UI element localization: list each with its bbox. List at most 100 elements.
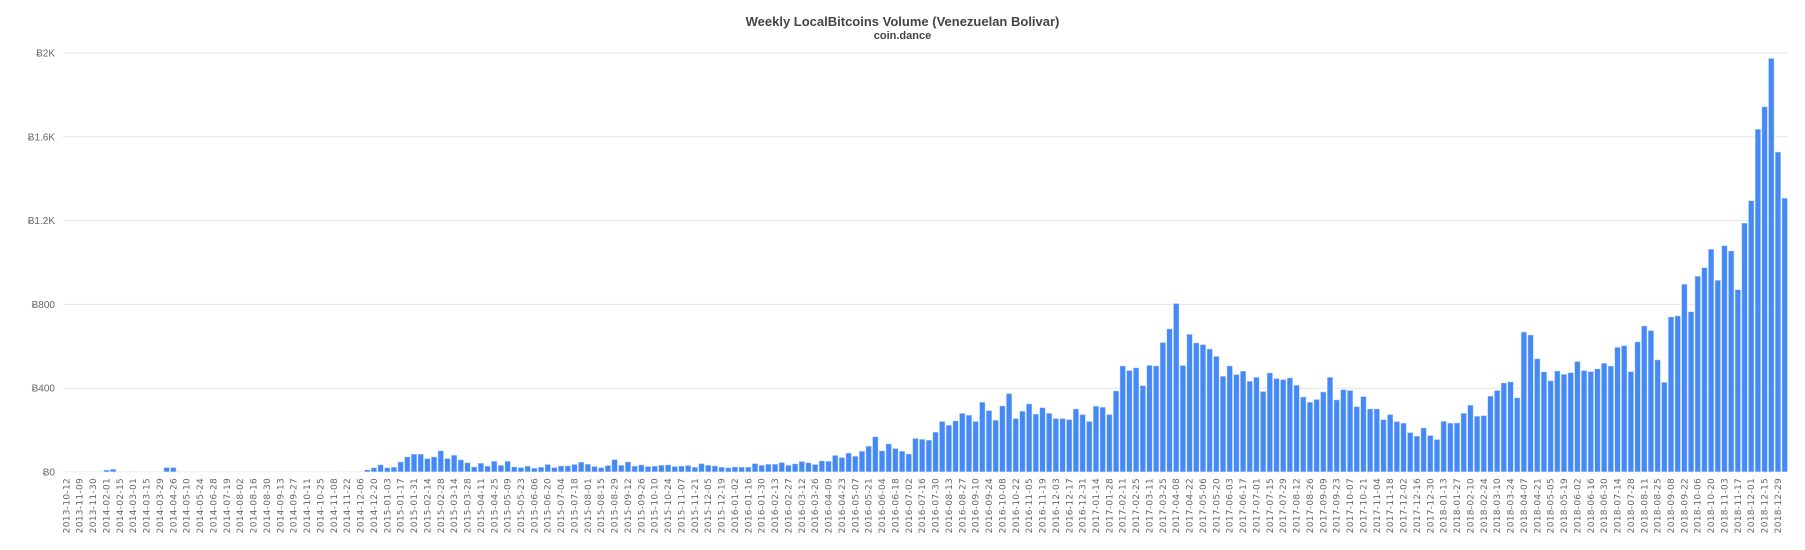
bar[interactable]: 2016-08-13: 224 bbox=[945, 424, 953, 473]
bar[interactable]: 2018-10-20: 1064 bbox=[1707, 248, 1715, 473]
bar[interactable]: 2015-07-04: 30 bbox=[557, 465, 565, 473]
bar[interactable]: 2015-02-14: 65 bbox=[423, 457, 431, 473]
bar[interactable]: 2017-08-19: 359 bbox=[1299, 396, 1307, 473]
bar[interactable]: 2015-07-11: 30 bbox=[564, 465, 572, 473]
bar[interactable]: 2015-07-18: 37 bbox=[571, 463, 578, 473]
bar[interactable]: 2018-06-16: 480 bbox=[1587, 370, 1595, 473]
bar[interactable]: 2017-08-05: 450 bbox=[1286, 377, 1294, 473]
bar[interactable]: 2015-02-21: 73 bbox=[430, 456, 438, 473]
bar[interactable]: 2014-08-23: 2 bbox=[256, 470, 264, 473]
bar[interactable]: 2018-06-30: 520 bbox=[1600, 362, 1608, 473]
bar[interactable]: 2017-05-06: 609 bbox=[1199, 343, 1207, 473]
bar[interactable]: 2015-07-25: 48 bbox=[577, 461, 585, 473]
bar[interactable]: 2017-07-01: 453 bbox=[1253, 376, 1260, 473]
bar[interactable]: 2017-11-18: 275 bbox=[1386, 413, 1394, 473]
bar[interactable]: 2016-01-30: 33 bbox=[758, 464, 766, 473]
bar[interactable]: 2015-11-21: 24 bbox=[691, 466, 699, 473]
bar[interactable]: 2017-01-07: 242 bbox=[1085, 420, 1093, 473]
bar[interactable]: 2015-05-02: 33 bbox=[497, 464, 505, 473]
bar[interactable]: 2018-08-25: 536 bbox=[1654, 359, 1662, 473]
bar[interactable]: 2017-01-28: 275 bbox=[1105, 413, 1113, 473]
bar[interactable]: 2017-08-12: 415 bbox=[1293, 384, 1301, 473]
bar[interactable]: 2018-03-17: 426 bbox=[1500, 382, 1508, 473]
bar[interactable]: 2018-06-02: 528 bbox=[1573, 360, 1581, 473]
bar[interactable]: 2014-10-11: 2 bbox=[303, 470, 311, 473]
bar[interactable]: 2016-11-26: 281 bbox=[1045, 412, 1053, 473]
bar[interactable]: 2016-03-12: 51 bbox=[798, 460, 806, 473]
bar[interactable]: 2014-07-26: 2 bbox=[230, 470, 237, 473]
bar[interactable]: 2016-12-03: 256 bbox=[1052, 417, 1060, 473]
bar[interactable]: 2018-01-06: 156 bbox=[1433, 438, 1441, 473]
bar[interactable]: 2018-09-01: 429 bbox=[1660, 381, 1668, 473]
bar[interactable]: 2017-07-15: 474 bbox=[1266, 372, 1274, 473]
bar[interactable]: 2014-03-08: 2 bbox=[136, 470, 144, 473]
bar[interactable]: 2014-01-25: 3 bbox=[96, 470, 104, 473]
bar[interactable]: 2017-05-13: 588 bbox=[1206, 348, 1214, 473]
bar[interactable]: 2013-10-12: 0.5 bbox=[62, 470, 70, 473]
bar[interactable]: 2016-02-27: 33 bbox=[784, 464, 792, 473]
bar[interactable]: 2018-08-11: 698 bbox=[1640, 325, 1648, 473]
bar[interactable]: 2018-12-22: 1975 bbox=[1767, 57, 1775, 473]
bar[interactable]: 2015-09-05: 33 bbox=[617, 464, 625, 473]
bar[interactable]: 2018-09-29: 766 bbox=[1687, 311, 1695, 473]
bar[interactable]: 2018-11-17: 871 bbox=[1734, 289, 1742, 473]
bar[interactable]: 2016-02-20: 46 bbox=[778, 461, 786, 473]
bar[interactable]: 2015-01-10: 24 bbox=[390, 466, 398, 473]
bar[interactable]: 2017-08-26: 334 bbox=[1306, 401, 1314, 473]
bar[interactable]: 2018-07-28: 480 bbox=[1627, 370, 1635, 473]
bar[interactable]: 2018-11-10: 1056 bbox=[1727, 250, 1735, 473]
bar[interactable]: 2016-10-08: 316 bbox=[998, 405, 1006, 473]
bar[interactable]: 2017-09-30: 394 bbox=[1339, 388, 1347, 473]
bar[interactable]: 2016-10-29: 291 bbox=[1019, 410, 1026, 473]
bar[interactable]: 2014-02-08: 14 bbox=[109, 468, 117, 473]
bar[interactable]: 2017-04-01: 684 bbox=[1166, 328, 1173, 473]
bar[interactable]: 2014-05-10: 3 bbox=[183, 470, 191, 473]
bar[interactable]: 2016-09-24: 294 bbox=[985, 409, 993, 473]
bar[interactable]: 2017-07-29: 442 bbox=[1279, 378, 1287, 473]
bar[interactable]: 2017-02-04: 388 bbox=[1112, 390, 1120, 473]
bar[interactable]: 2013-11-30: 0.5 bbox=[89, 470, 97, 473]
bar[interactable]: 2017-09-16: 453 bbox=[1326, 376, 1334, 473]
bar[interactable]: 2017-12-09: 189 bbox=[1406, 431, 1414, 473]
bar[interactable]: 2017-03-25: 619 bbox=[1159, 341, 1167, 473]
bar[interactable]: 2015-01-24: 73 bbox=[403, 456, 411, 473]
bar[interactable]: 2013-11-09: 0.5 bbox=[76, 470, 84, 473]
bar[interactable]: 2018-05-05: 436 bbox=[1547, 380, 1555, 473]
bar[interactable]: 2014-08-30: 2 bbox=[263, 470, 271, 473]
bar[interactable]: 2017-10-07: 390 bbox=[1346, 389, 1354, 473]
bar[interactable]: 2014-02-22: 3 bbox=[123, 470, 130, 473]
bar[interactable]: 2015-11-14: 32 bbox=[684, 464, 692, 473]
bar[interactable]: 2016-08-20: 245 bbox=[952, 420, 960, 473]
bar[interactable]: 2018-10-13: 976 bbox=[1700, 267, 1708, 473]
bar[interactable]: 2018-12-15: 1744 bbox=[1761, 106, 1769, 473]
bar[interactable]: 2015-10-24: 35 bbox=[664, 464, 672, 473]
bar[interactable]: 2017-04-22: 658 bbox=[1186, 333, 1194, 473]
bar[interactable]: 2014-09-20: 2 bbox=[283, 470, 291, 473]
bar[interactable]: 2014-03-01: 4 bbox=[129, 470, 137, 473]
bar[interactable]: 2017-07-08: 385 bbox=[1259, 390, 1267, 473]
bar[interactable]: 2014-05-17: 0.5 bbox=[189, 470, 197, 473]
bar[interactable]: 2017-12-02: 234 bbox=[1400, 422, 1407, 473]
bar[interactable]: 2015-05-23: 22 bbox=[517, 466, 525, 473]
bar[interactable]: 2017-12-16: 172 bbox=[1413, 435, 1421, 473]
bar[interactable]: 2018-04-28: 479 bbox=[1540, 371, 1548, 473]
bar[interactable]: 2016-07-02: 87 bbox=[905, 453, 913, 473]
bar[interactable]: 2017-02-18: 485 bbox=[1125, 369, 1133, 473]
bar[interactable]: 2016-10-01: 248 bbox=[992, 419, 1000, 473]
bar[interactable]: 2015-03-07: 65 bbox=[444, 457, 451, 473]
bar[interactable]: 2015-04-04: 25 bbox=[470, 466, 478, 473]
bar[interactable]: 2017-01-21: 310 bbox=[1099, 406, 1107, 473]
bar[interactable]: 2018-11-03: 1081 bbox=[1721, 245, 1728, 473]
bar[interactable]: 2018-06-09: 485 bbox=[1580, 369, 1588, 473]
bar[interactable]: 2018-12-29: 1528 bbox=[1774, 151, 1782, 473]
bar[interactable]: 2015-04-25: 52 bbox=[490, 460, 498, 473]
bar[interactable]: 2016-10-22: 256 bbox=[1012, 417, 1020, 473]
bar[interactable]: 2016-05-14: 100 bbox=[858, 450, 866, 473]
bar[interactable]: 2015-06-20: 37 bbox=[544, 463, 552, 473]
bar[interactable]: 2015-01-31: 86 bbox=[410, 453, 418, 473]
bar[interactable]: 2018-07-07: 507 bbox=[1607, 365, 1615, 473]
bar[interactable]: 2016-01-16: 24 bbox=[744, 466, 752, 473]
bar[interactable]: 2017-03-11: 510 bbox=[1146, 364, 1153, 473]
bar[interactable]: 2015-06-13: 24 bbox=[537, 466, 545, 473]
bar[interactable]: 2016-07-23: 153 bbox=[925, 439, 933, 473]
